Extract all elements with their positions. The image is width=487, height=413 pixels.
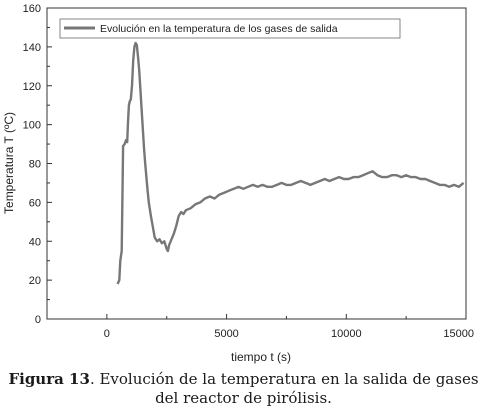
y-tick-label-100: 100 — [23, 120, 41, 132]
plot-area-frame — [46, 7, 467, 320]
y-tick-label-40: 40 — [29, 236, 41, 248]
caption-line-2: del reactor de pirólisis. — [155, 389, 332, 407]
x-tick-label-0: 0 — [104, 328, 110, 340]
temperature-line-chart: 0 20 40 60 80 100 120 140 160 0 5000 10000 15000 Evo… — [2, 3, 474, 364]
figure-label: Figura 13 — [8, 370, 90, 388]
caption-text-1: . Evolución de la temperatura en la sali… — [89, 370, 479, 388]
legend-box — [59, 18, 401, 39]
axis-ticks: 0 20 40 60 80 100 120 140 160 0 5000 10000 15000 — [23, 3, 474, 340]
x-tick-label-5000: 5000 — [214, 328, 238, 340]
y-tick-label-140: 140 — [23, 42, 41, 54]
x-axis-title: tiempo t (s) — [231, 350, 291, 364]
x-tick-label-15000: 15000 — [443, 328, 474, 340]
y-tick-label-120: 120 — [23, 81, 41, 93]
y-axis-title: Temperatura T (ºC) — [2, 112, 16, 214]
figure-caption: Figura 13. Evolución de la temperatura e… — [0, 370, 487, 408]
legend: Evolución en la temperatura de los gases… — [59, 18, 401, 39]
y-tick-label-20: 20 — [29, 275, 41, 287]
caption-line-1: Figura 13. Evolución de la temperatura e… — [0, 370, 487, 389]
y-tick-label-60: 60 — [29, 197, 41, 209]
y-tick-label-160: 160 — [23, 3, 41, 15]
y-tick-label-0: 0 — [35, 314, 41, 326]
y-tick-label-80: 80 — [29, 159, 41, 171]
x-tick-label-10000: 10000 — [331, 328, 362, 340]
legend-label: Evolución en la temperatura de los gases… — [100, 23, 338, 35]
series-line-temperature — [116, 41, 465, 285]
